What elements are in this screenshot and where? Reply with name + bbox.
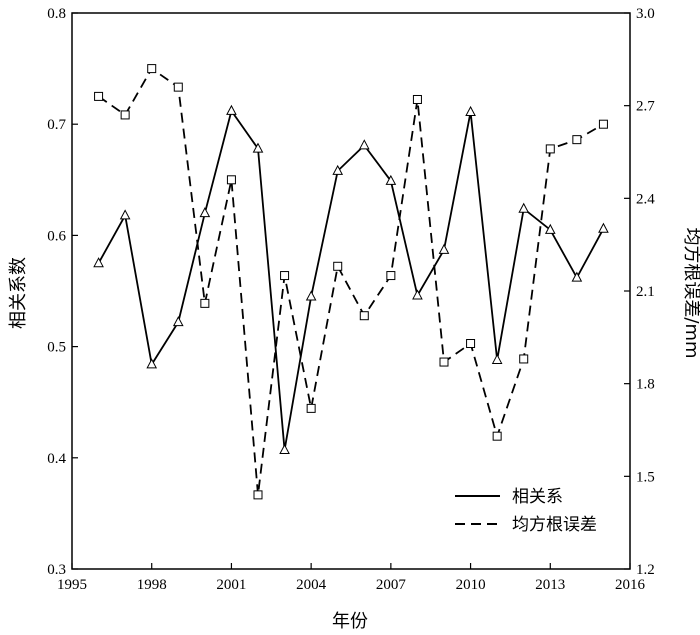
left-y-tick-label: 0.4 [47, 451, 66, 467]
triangle-marker [598, 222, 609, 233]
right-y-tick-label: 1.2 [636, 562, 655, 578]
right-y-tick-label: 1.8 [636, 377, 655, 393]
square-marker [147, 64, 157, 74]
triangle-marker [305, 290, 317, 301]
square-marker [173, 82, 183, 92]
legend: 相关系 均方根误差 [455, 487, 597, 535]
square-marker [359, 311, 369, 321]
triangle-marker [252, 142, 264, 153]
square-marker [253, 490, 263, 500]
square-marker [280, 271, 290, 281]
triangle-marker [226, 104, 237, 115]
square-marker [466, 339, 476, 349]
square-marker [545, 144, 555, 154]
right-y-tick-label: 2.4 [636, 191, 655, 207]
right-y-tick-label: 3.0 [636, 6, 655, 22]
square-marker [333, 261, 343, 271]
square-marker [439, 357, 449, 367]
triangle-marker [518, 202, 530, 213]
square-marker [200, 298, 210, 308]
x-tick-label: 2010 [456, 577, 486, 593]
square-marker [386, 271, 396, 281]
x-tick-label: 2016 [615, 577, 646, 593]
right-y-tick-label: 1.5 [636, 469, 655, 485]
triangle-marker [438, 243, 450, 254]
series-line-correlation [97, 108, 605, 451]
right-y-tick-label: 2.1 [636, 284, 655, 300]
left-y-tick-label: 0.5 [47, 340, 66, 356]
triangle-marker [146, 358, 158, 369]
square-marker [120, 110, 130, 120]
triangle-marker [412, 289, 423, 300]
x-tick-label: 2013 [535, 577, 565, 593]
right-y-tick-label: 2.7 [636, 99, 655, 115]
left-y-tick-label: 0.3 [47, 562, 66, 578]
x-tick-label: 1995 [57, 577, 87, 593]
triangle-marker [93, 257, 104, 268]
triangle-marker [385, 174, 397, 185]
square-marker [94, 91, 104, 101]
triangle-marker [358, 139, 370, 150]
plot-frame [71, 12, 631, 570]
right-y-axis-title: 均方根误差/mm [681, 227, 700, 358]
left-y-tick-label: 0.8 [47, 6, 66, 22]
triangle-marker [544, 223, 556, 234]
triangle-marker [332, 164, 344, 175]
left-y-tick-label: 0.7 [47, 117, 66, 133]
x-tick-label: 2004 [296, 577, 327, 593]
triangle-marker [571, 271, 583, 282]
triangle-marker [491, 353, 503, 364]
x-axis-title: 年份 [332, 611, 368, 632]
square-marker [492, 431, 502, 441]
square-marker [412, 94, 422, 104]
legend-label-rmse: 均方根误差 [512, 515, 597, 535]
triangle-marker [199, 207, 211, 218]
square-marker [598, 119, 608, 129]
square-marker [519, 354, 529, 364]
triangle-marker [172, 316, 184, 327]
triangle-marker [465, 105, 476, 116]
triangle-marker [279, 443, 290, 455]
square-marker [572, 135, 582, 145]
x-tick-label: 1998 [137, 577, 167, 593]
legend-label-correlation: 相关系 [512, 487, 563, 507]
square-marker [226, 175, 236, 185]
triangle-marker [119, 209, 131, 220]
x-tick-label: 2001 [216, 577, 246, 593]
left-y-tick-label: 0.6 [47, 228, 66, 244]
left-y-axis-title: 相关系数 [8, 257, 29, 329]
square-marker [306, 403, 316, 413]
series-line-rmse [98, 67, 604, 495]
x-tick-label: 2007 [376, 577, 407, 593]
